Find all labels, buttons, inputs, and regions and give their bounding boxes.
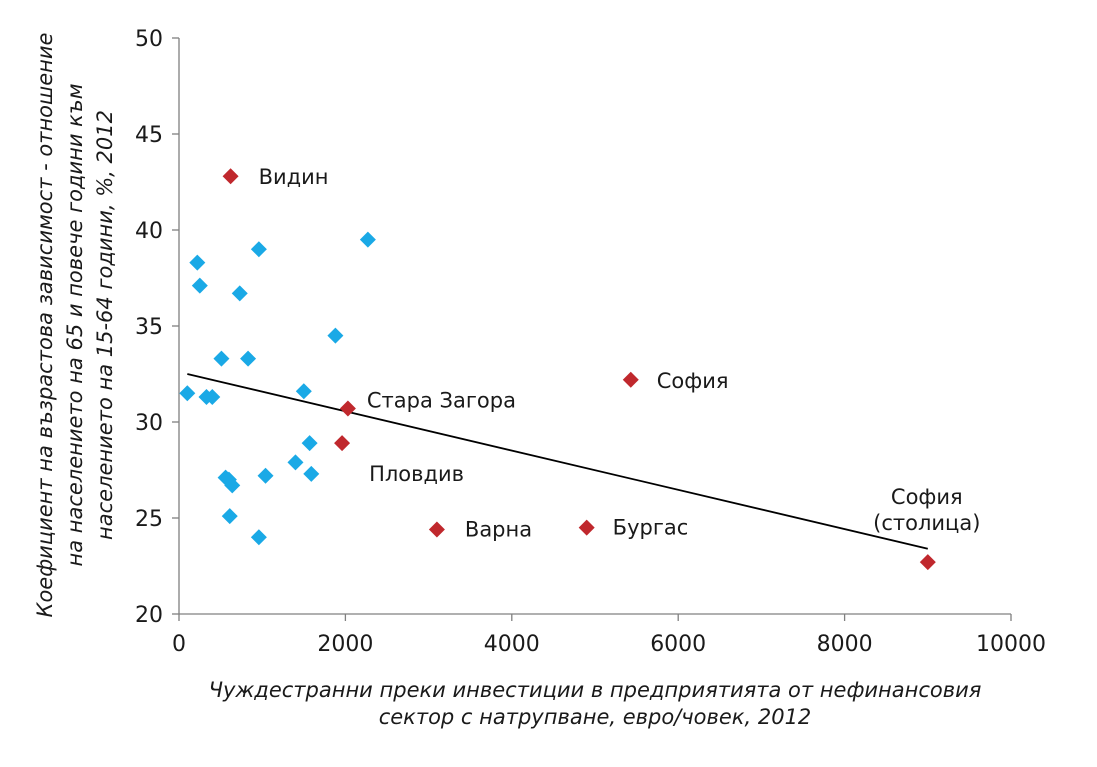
data-point	[250, 529, 267, 546]
trend-line	[187, 373, 929, 550]
data-point	[189, 254, 206, 271]
point-label: Пловдив	[369, 462, 464, 486]
point-label: Стара Загора	[367, 389, 516, 413]
x-tick-label: 8000	[817, 632, 873, 657]
data-point	[204, 389, 221, 406]
data-point	[359, 231, 376, 248]
data-point	[303, 465, 320, 482]
y-axis-title: Коефициент на възрастова зависимост - от…	[33, 33, 117, 618]
y-tick-label: 40	[135, 219, 163, 244]
data-point	[257, 467, 274, 484]
data-point	[213, 350, 230, 367]
y-tick-label: 30	[135, 411, 163, 436]
highlighted-data-point	[222, 168, 239, 185]
highlighted-data-point	[428, 521, 445, 538]
data-point	[250, 241, 267, 258]
x-tick-label: 0	[172, 632, 186, 657]
highlighted-data-point	[339, 400, 356, 417]
point-labels: Видин Стара Загора Пловдив София Варна Бургас…	[259, 165, 981, 541]
point-label: София	[891, 485, 963, 509]
trend-line-group	[187, 373, 929, 550]
x-tick-label: 6000	[650, 632, 706, 657]
axis-titles: Чуждестранни преки инвестиции в предприя…	[33, 33, 981, 729]
data-point	[287, 454, 304, 471]
data-point	[224, 477, 241, 494]
data-point	[301, 435, 318, 452]
data-point	[231, 285, 248, 302]
data-point	[295, 383, 312, 400]
x-axis-title: Чуждестранни преки инвестиции в предприя…	[209, 678, 982, 702]
point-label: София	[657, 369, 729, 393]
tick-labels: 20 25 30 35 40 45 50 0 2000 4000 6000 8000 10000	[135, 27, 1046, 657]
y-axis-title-line: Коефициент на възрастова зависимост - от…	[33, 33, 57, 618]
data-point	[179, 385, 196, 402]
point-label: Бургас	[613, 516, 689, 540]
point-label: (столица)	[873, 511, 980, 535]
point-label: Варна	[465, 518, 532, 542]
highlighted-data-point	[578, 519, 595, 536]
y-tick-label: 25	[135, 507, 163, 532]
data-points	[179, 168, 936, 571]
x-tick-label: 4000	[484, 632, 540, 657]
y-tick-label: 20	[135, 603, 163, 628]
y-tick-label: 35	[135, 315, 163, 340]
x-tick-label: 10000	[976, 632, 1046, 657]
x-tick-label: 2000	[317, 632, 373, 657]
highlighted-data-point	[334, 435, 351, 452]
data-point	[221, 508, 238, 525]
highlighted-data-point	[622, 371, 639, 388]
highlighted-data-point	[919, 554, 936, 571]
point-label: Видин	[259, 165, 329, 189]
data-point	[191, 277, 208, 294]
y-tick-label: 50	[135, 27, 163, 52]
data-point	[327, 327, 344, 344]
axes	[172, 37, 1012, 621]
x-axis-title: сектор с натрупване, евро/човек, 2012	[379, 705, 812, 729]
y-axis-title-line: населението на 15-64 години, %, 2012	[93, 110, 117, 540]
y-axis-title-line: на населението на 65 и повече години към	[63, 83, 87, 566]
data-point	[240, 350, 257, 367]
y-tick-label: 45	[135, 123, 163, 148]
